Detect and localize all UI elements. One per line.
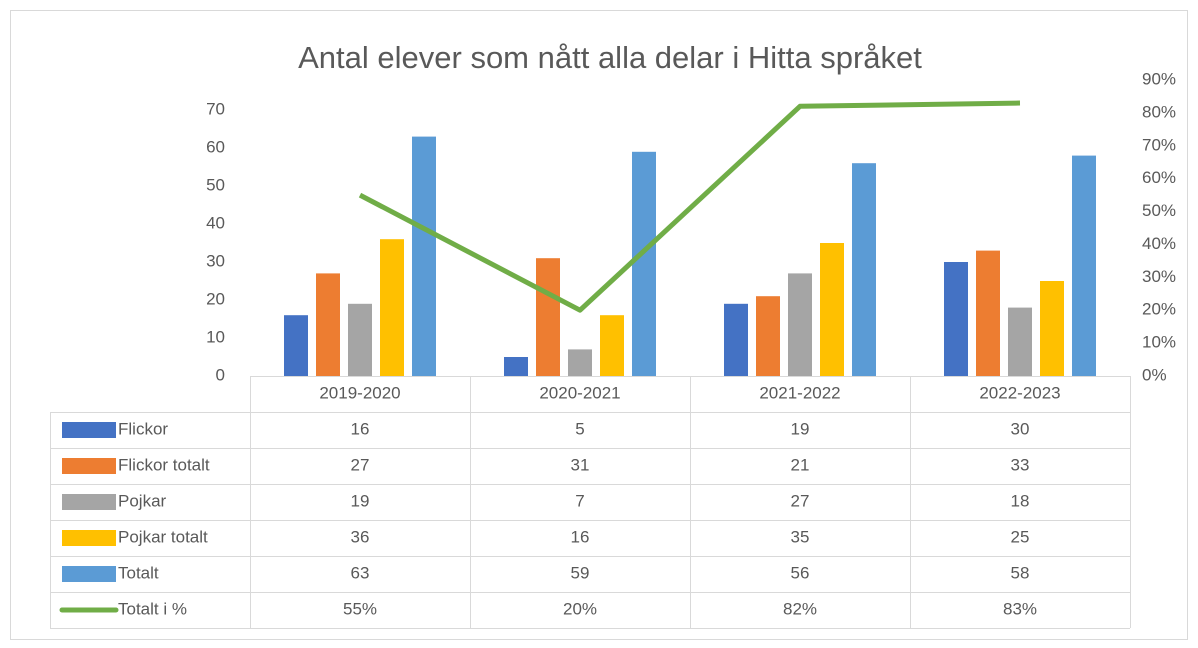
- legend-label: Flickor: [118, 419, 168, 438]
- bar: [1072, 155, 1096, 376]
- table-value: 5: [575, 419, 584, 438]
- table-value: 16: [571, 527, 590, 546]
- legend-label: Flickor totalt: [118, 455, 210, 474]
- table-value: 58: [1011, 563, 1030, 582]
- y2-tick-label: 50%: [1142, 201, 1176, 220]
- legend-key: [62, 530, 116, 546]
- y2-tick-label: 20%: [1142, 300, 1176, 319]
- table-value: 56: [791, 563, 810, 582]
- table-value: 30: [1011, 419, 1030, 438]
- bar: [536, 258, 560, 376]
- x-tick-label: 2022-2023: [979, 383, 1060, 402]
- y-tick-label: 30: [206, 251, 225, 270]
- table-value: 16: [351, 419, 370, 438]
- y-tick-label: 10: [206, 327, 225, 346]
- bar: [788, 273, 812, 376]
- y2-tick-label: 80%: [1142, 102, 1176, 121]
- bar: [820, 243, 844, 376]
- bar: [632, 151, 656, 376]
- table-value: 36: [351, 527, 370, 546]
- table-value: 83%: [1003, 599, 1037, 618]
- bar: [756, 296, 780, 376]
- y-tick-label: 70: [206, 99, 225, 118]
- legend-label: Pojkar: [118, 491, 167, 510]
- table-value: 33: [1011, 455, 1030, 474]
- legend-key: [62, 458, 116, 474]
- legend-key: [62, 494, 116, 510]
- legend-key: [62, 422, 116, 438]
- bar: [504, 357, 528, 376]
- bar: [944, 262, 968, 376]
- table-value: 27: [351, 455, 370, 474]
- y2-tick-label: 40%: [1142, 234, 1176, 253]
- y2-tick-label: 90%: [1142, 69, 1176, 88]
- legend-key: [62, 566, 116, 582]
- table-value: 21: [791, 455, 810, 474]
- table-value: 63: [351, 563, 370, 582]
- y-tick-label: 0: [216, 365, 225, 384]
- table-value: 20%: [563, 599, 597, 618]
- bar: [724, 303, 748, 376]
- table-value: 35: [791, 527, 810, 546]
- table-value: 19: [791, 419, 810, 438]
- y2-tick-label: 0%: [1142, 365, 1167, 384]
- bar: [284, 315, 308, 376]
- x-tick-label: 2020-2021: [539, 383, 620, 402]
- bar: [348, 303, 372, 376]
- bar: [380, 239, 404, 376]
- bar: [600, 315, 624, 376]
- legend-label: Totalt: [118, 563, 159, 582]
- legend-label: Pojkar totalt: [118, 527, 208, 546]
- bar: [1008, 307, 1032, 376]
- table-value: 18: [1011, 491, 1030, 510]
- y2-tick-label: 60%: [1142, 168, 1176, 187]
- table-value: 25: [1011, 527, 1030, 546]
- y2-tick-label: 10%: [1142, 333, 1176, 352]
- y-tick-label: 20: [206, 289, 225, 308]
- line: [358, 100, 1021, 313]
- x-tick-label: 2021-2022: [759, 383, 840, 402]
- table-value: 7: [575, 491, 584, 510]
- bar: [316, 273, 340, 376]
- table-value: 82%: [783, 599, 817, 618]
- bar: [412, 136, 436, 376]
- bar: [852, 163, 876, 376]
- x-tick-label: 2019-2020: [319, 383, 400, 402]
- bar: [976, 250, 1000, 376]
- table-value: 31: [571, 455, 590, 474]
- table-value: 27: [791, 491, 810, 510]
- bar: [1040, 281, 1064, 376]
- bar: [568, 349, 592, 376]
- table-value: 19: [351, 491, 370, 510]
- chart-title: Antal elever som nått alla delar i Hitta…: [298, 40, 922, 75]
- y2-tick-label: 30%: [1142, 267, 1176, 286]
- y-tick-label: 40: [206, 213, 225, 232]
- table-value: 55%: [343, 599, 377, 618]
- y2-tick-label: 70%: [1142, 135, 1176, 154]
- table-value: 59: [571, 563, 590, 582]
- y-tick-label: 50: [206, 175, 225, 194]
- y-tick-label: 60: [206, 137, 225, 156]
- legend-label: Totalt i %: [118, 599, 187, 618]
